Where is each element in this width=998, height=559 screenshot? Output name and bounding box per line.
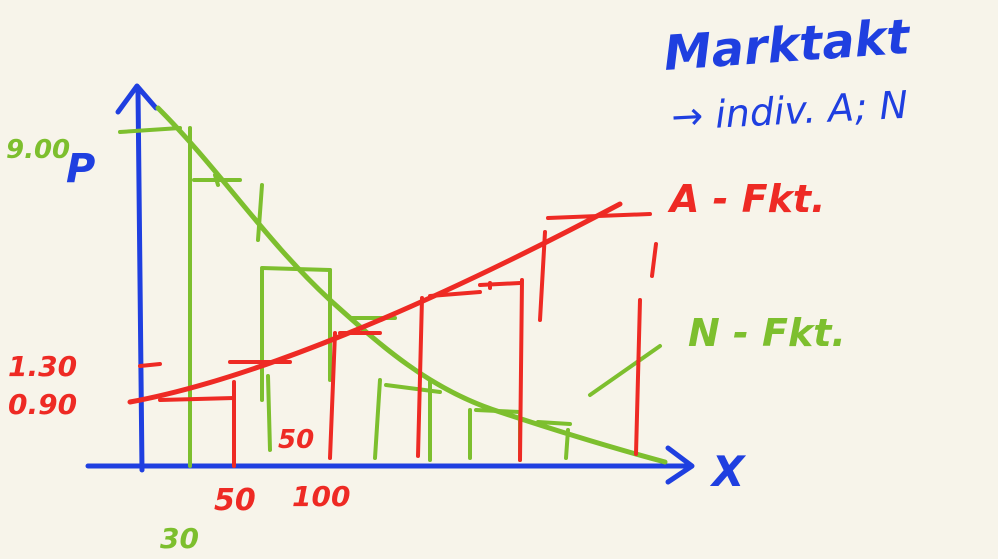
demand-label: N - Fkt. bbox=[688, 311, 846, 355]
x-axis-arrow bbox=[665, 445, 695, 485]
supply-curve-base bbox=[158, 396, 236, 402]
y-axis-arrow bbox=[115, 83, 159, 115]
demand-steps bbox=[118, 126, 662, 468]
x-axis-label: X bbox=[709, 447, 747, 496]
y-tick-top: 9.00 bbox=[6, 135, 70, 165]
x-tick-30: 30 bbox=[160, 522, 199, 555]
supply-curve bbox=[127, 201, 623, 405]
title-line2: → indiv. A; N bbox=[670, 83, 909, 139]
x-tick-50: 50 bbox=[214, 483, 256, 518]
axes bbox=[85, 83, 695, 485]
x-tick-100: 100 bbox=[292, 480, 350, 513]
demand-curve bbox=[155, 105, 668, 465]
step-width-50: 50 bbox=[278, 425, 314, 455]
y-tick-mid: 1.30 bbox=[8, 350, 77, 383]
supply-steps bbox=[138, 212, 658, 468]
y-axis-label: P bbox=[66, 146, 95, 192]
y-tick-low: 0.90 bbox=[8, 388, 77, 421]
title-line1: Marktakt bbox=[662, 9, 913, 82]
y-axis bbox=[135, 87, 145, 473]
supply-label: A - Fkt. bbox=[667, 177, 825, 221]
